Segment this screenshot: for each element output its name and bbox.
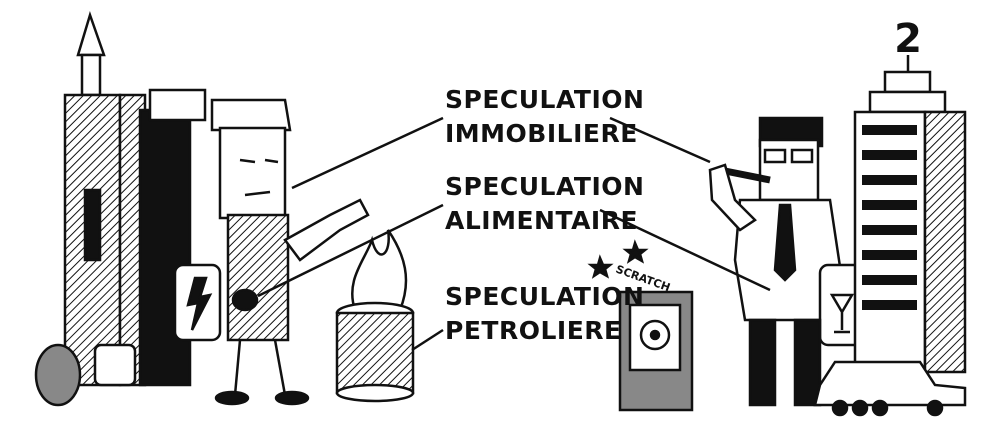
cartoon: SCRATCH 2 [0, 0, 991, 422]
label-line: SPECULATION [445, 85, 644, 114]
left-building [36, 15, 205, 405]
fire-barrel [337, 230, 413, 401]
skyscraper: 2 [815, 16, 965, 415]
labels: SPECULATION IMMOBILIERE SPECULATION ALIM… [445, 85, 644, 345]
label-line: SPECULATION [445, 172, 644, 201]
label-line: SPECULATION [445, 282, 644, 311]
label-line: PETROLIERE [445, 316, 622, 345]
label-line: ALIMENTAIRE [445, 206, 638, 235]
label-line: IMMOBILIERE [445, 119, 638, 148]
